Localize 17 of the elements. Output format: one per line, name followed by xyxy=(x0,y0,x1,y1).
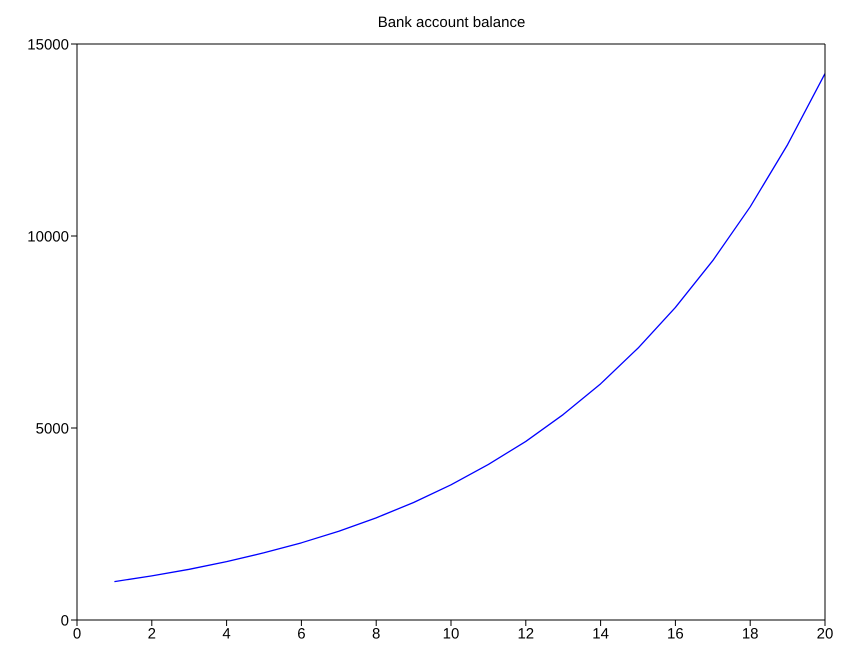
x-tick-label: 8 xyxy=(372,626,380,643)
x-tick-label: 6 xyxy=(297,626,306,643)
x-tick-label: 20 xyxy=(816,626,834,643)
y-tick-label: 5000 xyxy=(36,420,69,438)
x-tick-label: 16 xyxy=(667,626,684,643)
line-series xyxy=(114,72,825,582)
x-tick-label: 12 xyxy=(517,626,534,643)
y-tick-label: 10000 xyxy=(27,228,69,246)
x-tick-label: 2 xyxy=(148,626,156,643)
y-tick-label: 0 xyxy=(60,612,69,630)
chart-title: Bank account balance xyxy=(376,14,526,31)
x-tick-label: 10 xyxy=(442,626,460,643)
x-tick-label: 4 xyxy=(222,626,231,643)
x-tick-label: 14 xyxy=(592,626,609,643)
y-tick-label: 15000 xyxy=(27,36,69,54)
x-tick-label: 18 xyxy=(742,626,759,643)
x-tick-label: 0 xyxy=(72,626,82,643)
